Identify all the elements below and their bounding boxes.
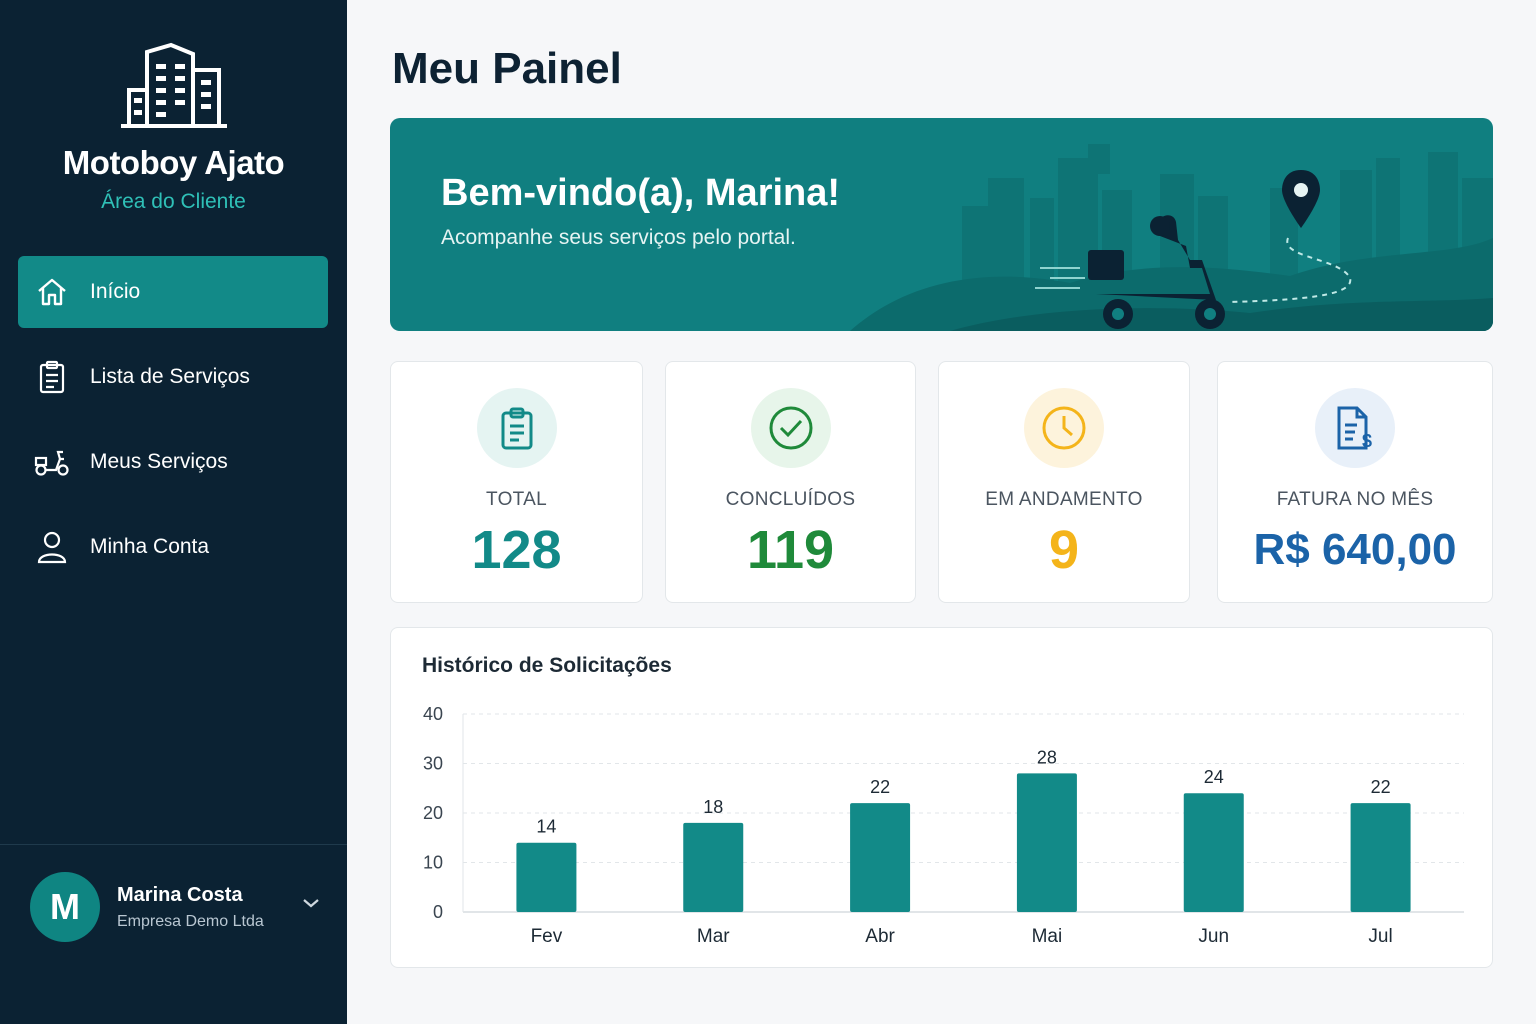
- chart-title: Histórico de Solicitações: [422, 654, 672, 677]
- bar-chart: 0 10 20 30 40 14 Fev 18 Mar 22 Abr 28 Mai 24 Jun 22 Jul: [423, 704, 1464, 947]
- sidebar: Motoboy Ajato Área do Cliente Início Lis…: [0, 0, 347, 1024]
- x-tick-label: Abr: [865, 926, 895, 947]
- stat-value: R$ 640,00: [1253, 525, 1457, 574]
- stat-label: TOTAL: [486, 489, 547, 510]
- y-tick-label: 40: [423, 704, 443, 724]
- x-tick-label: Jul: [1368, 926, 1392, 947]
- x-tick-label: Jun: [1198, 926, 1229, 947]
- sidebar-item-label: Meus Serviços: [90, 450, 228, 473]
- chart-bar: [850, 803, 911, 912]
- bar-value-label: 14: [536, 817, 556, 837]
- user-company: Empresa Demo Ltda: [117, 912, 264, 930]
- clipboard-icon: [476, 388, 557, 468]
- chart-bar: [1016, 773, 1077, 912]
- user-menu[interactable]: M Marina Costa Empresa Demo Ltda: [30, 872, 330, 942]
- stat-card-total: TOTAL 128: [390, 361, 643, 603]
- stat-value: 9: [1048, 520, 1080, 580]
- clipboard-icon: [34, 359, 70, 395]
- y-tick-label: 20: [423, 803, 443, 823]
- user-name: Marina Costa: [117, 883, 243, 906]
- x-tick-label: Mai: [1032, 926, 1063, 947]
- y-tick-label: 10: [423, 853, 443, 873]
- requests-history-chart: 0 10 20 30 40 14 Fev 18 Mar 22 Abr 28 Mai 24 Jun 22 Jul …: [390, 627, 1493, 968]
- welcome-banner: Bem-vindo(a), Marina! Acompanhe seus ser…: [390, 118, 1493, 331]
- stat-card-fatura: $ FATURA NO MÊS R$ 640,00: [1217, 361, 1493, 603]
- sidebar-item-lista-servicos[interactable]: Lista de Serviços: [18, 341, 328, 413]
- city-delivery-illustration: [850, 144, 1493, 331]
- scooter-icon: [34, 444, 70, 480]
- bar-value-label: 24: [1204, 767, 1224, 787]
- bar-value-label: 28: [1037, 747, 1057, 767]
- stat-card-em-andamento: EM ANDAMENTO 9: [938, 361, 1190, 603]
- invoice-icon: $: [1315, 388, 1395, 468]
- chevron-down-icon[interactable]: [302, 896, 320, 914]
- brand-subtitle: Área do Cliente: [101, 190, 246, 213]
- bar-value-label: 18: [703, 797, 723, 817]
- brand-name: Motoboy Ajato: [62, 144, 285, 181]
- stat-label: CONCLUÍDOS: [725, 489, 856, 510]
- stat-label: FATURA NO MÊS: [1276, 489, 1434, 510]
- stat-value: 119: [746, 520, 835, 580]
- stat-card-concluidos: CONCLUÍDOS 119: [665, 361, 916, 603]
- chart-bar: [1350, 803, 1411, 912]
- sidebar-item-label: Minha Conta: [90, 535, 210, 558]
- clock-icon: [1024, 388, 1104, 468]
- sidebar-item-minha-conta[interactable]: Minha Conta: [18, 511, 328, 583]
- sidebar-item-label: Início: [90, 280, 141, 303]
- welcome-title: Bem-vindo(a), Marina!: [441, 172, 841, 214]
- y-tick-label: 30: [423, 754, 443, 774]
- page-title: Meu Painel: [392, 44, 622, 93]
- user-icon: [34, 529, 70, 565]
- sidebar-divider: [0, 844, 347, 845]
- sidebar-item-inicio[interactable]: Início: [18, 256, 328, 328]
- stat-value: 128: [471, 520, 562, 580]
- svg-text:$: $: [1362, 431, 1372, 451]
- sidebar-item-label: Lista de Serviços: [90, 365, 250, 388]
- bar-value-label: 22: [1371, 777, 1391, 797]
- bar-value-label: 22: [870, 777, 890, 797]
- sidebar-nav: Início Lista de Serviços Meus Serviços M…: [18, 256, 328, 596]
- chart-bar: [516, 842, 577, 912]
- building-logo-icon: [120, 42, 227, 128]
- y-tick-label: 0: [433, 902, 443, 922]
- chart-bar: [683, 822, 744, 912]
- chart-bar: [1183, 793, 1244, 912]
- x-tick-label: Mar: [697, 926, 730, 947]
- location-pin-icon: [1282, 170, 1320, 228]
- welcome-subtitle: Acompanhe seus serviços pelo portal.: [441, 226, 796, 249]
- brand-block: Motoboy Ajato Área do Cliente: [0, 40, 347, 214]
- home-icon: [34, 274, 70, 310]
- sidebar-item-meus-servicos[interactable]: Meus Serviços: [18, 426, 328, 498]
- check-circle-icon: [750, 388, 831, 468]
- x-tick-label: Fev: [531, 926, 563, 947]
- avatar: M: [30, 872, 100, 942]
- stat-label: EM ANDAMENTO: [985, 489, 1143, 510]
